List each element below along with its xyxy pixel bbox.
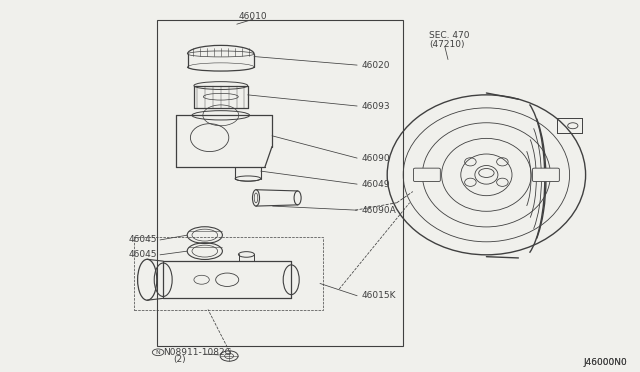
Text: 46015K: 46015K	[362, 291, 396, 300]
Text: N: N	[156, 350, 161, 355]
Text: 46045: 46045	[128, 250, 157, 259]
FancyBboxPatch shape	[413, 168, 440, 182]
Text: SEC. 470: SEC. 470	[429, 31, 469, 40]
Text: 46090A: 46090A	[362, 206, 396, 215]
Bar	[134, 237, 323, 310]
Text: 46020: 46020	[362, 61, 390, 70]
Text: 46045: 46045	[128, 235, 157, 244]
Text: (47210): (47210)	[429, 40, 464, 49]
Bar	[157, 20, 403, 346]
Text: J46000N0: J46000N0	[584, 358, 627, 367]
Text: 46049: 46049	[362, 180, 390, 189]
Text: 46090: 46090	[362, 154, 390, 163]
Text: 46010: 46010	[239, 12, 267, 21]
Text: 46093: 46093	[362, 102, 390, 110]
FancyBboxPatch shape	[532, 168, 559, 182]
Text: (2): (2)	[173, 355, 186, 364]
Text: N08911-1082G: N08911-1082G	[163, 348, 232, 357]
Text: J46000N0: J46000N0	[584, 358, 627, 367]
